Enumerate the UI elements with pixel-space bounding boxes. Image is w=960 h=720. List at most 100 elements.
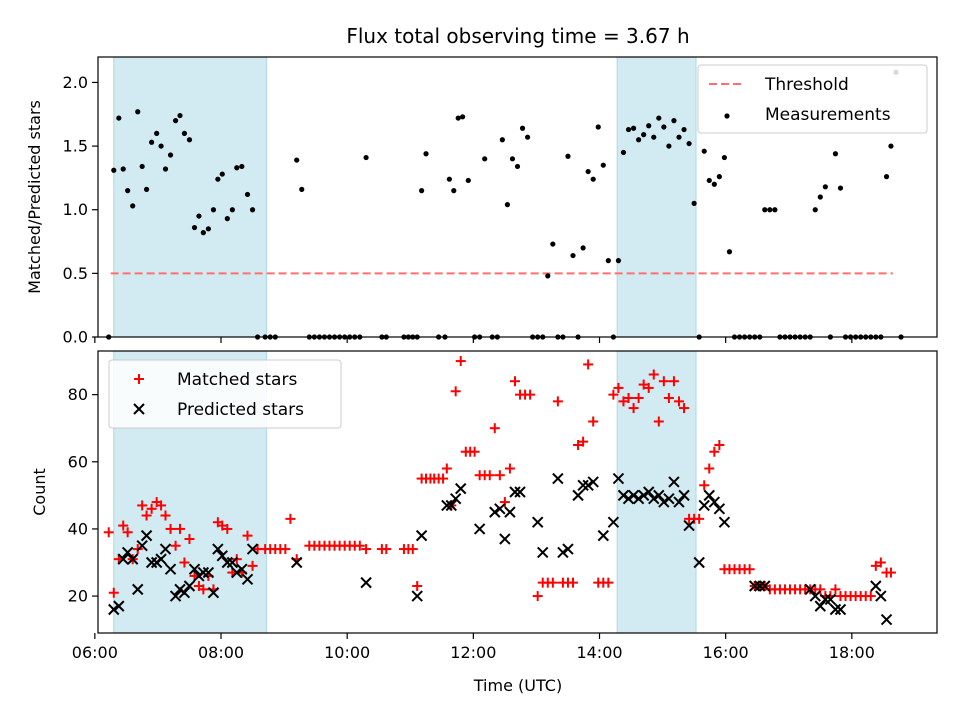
measurement-point xyxy=(172,118,179,124)
matched-star-point xyxy=(603,577,614,588)
matched-star-point xyxy=(714,440,725,450)
predicted-star-point xyxy=(155,553,167,565)
measurement-point xyxy=(721,154,728,161)
matched-star-point xyxy=(247,560,258,571)
bottom-x-tick-label: 12:00 xyxy=(450,643,496,662)
measurement-point xyxy=(600,162,606,168)
predicted-star-point xyxy=(169,590,182,602)
predicted-star-point xyxy=(678,489,690,502)
matched-star-point xyxy=(137,500,148,511)
measurement-point xyxy=(716,174,722,180)
predicted-star-point xyxy=(698,499,710,512)
measurement-point xyxy=(676,134,682,140)
legend-predicted-label: Predicted stars xyxy=(177,400,304,420)
matched-star-point xyxy=(870,560,881,571)
matched-star-point xyxy=(618,396,629,407)
predicted-star-point xyxy=(504,506,516,518)
matched-star-point xyxy=(504,463,515,474)
predicted-star-point xyxy=(819,593,832,606)
measurement-point xyxy=(186,137,193,143)
bottom-x-tick-label: 16:00 xyxy=(703,643,749,662)
predicted-star-point xyxy=(514,486,526,498)
measurement-point xyxy=(482,156,488,162)
matched-star-point xyxy=(875,557,886,568)
measurement-point xyxy=(120,166,126,172)
measurement-point xyxy=(646,123,652,129)
measurement-point xyxy=(620,149,627,156)
top-plot-frame xyxy=(97,56,938,338)
predicted-star-point xyxy=(693,556,705,569)
measurement-point xyxy=(116,115,122,121)
matched-star-point xyxy=(658,376,669,387)
measurement-point xyxy=(580,245,586,251)
measurement-point xyxy=(605,258,611,264)
predicted-star-point xyxy=(754,580,766,592)
matched-star-point xyxy=(122,527,133,538)
measurement-point xyxy=(149,139,155,145)
predicted-star-point xyxy=(748,580,761,592)
predicted-star-point xyxy=(658,496,670,508)
predicted-star-point xyxy=(880,613,893,626)
measurement-point xyxy=(630,125,637,131)
bottom-x-axis-label: Time (UTC) xyxy=(473,676,562,695)
predicted-star-point xyxy=(824,593,837,606)
predicted-star-point xyxy=(875,590,887,602)
matched-star-point xyxy=(198,584,209,595)
matched-star-point xyxy=(494,470,505,481)
measurement-point xyxy=(666,143,672,149)
predicted-star-point xyxy=(291,556,303,569)
matched-star-point xyxy=(547,577,558,588)
predicted-star-point xyxy=(246,543,259,555)
matched-star-point xyxy=(885,567,896,578)
measurement-point xyxy=(244,191,251,198)
predicted-star-point xyxy=(627,489,640,502)
matched-star-point xyxy=(108,587,119,598)
measurement-point xyxy=(883,174,890,180)
measurement-point xyxy=(219,171,225,177)
matched-star-point xyxy=(638,379,649,390)
measurement-point xyxy=(772,207,778,213)
predicted-star-point xyxy=(108,603,120,616)
measurement-point xyxy=(451,188,457,194)
top-y-tick-label: 1.5 xyxy=(63,137,88,156)
predicted-star-point xyxy=(221,556,234,569)
matched-star-point xyxy=(489,423,500,434)
predicted-star-point xyxy=(587,476,599,488)
measurement-point xyxy=(550,241,556,247)
measurement-point xyxy=(181,130,188,136)
matched-star-point xyxy=(709,446,720,457)
measurement-point xyxy=(210,207,217,213)
matched-star-point xyxy=(407,544,418,555)
predicted-star-point xyxy=(183,580,196,592)
predicted-star-point xyxy=(360,576,372,589)
measurement-point xyxy=(509,156,516,162)
predicted-star-point xyxy=(703,489,715,502)
matched-star-point xyxy=(815,584,826,595)
bottom-x-axis: 06:00 08:00 10:00 12:00 14:00 16:00 18:00 xyxy=(72,633,875,662)
measurement-point xyxy=(135,109,141,115)
bottom-panel: 20 40 60 80 06:00 08:00 10:00 12:00 14:00 16:00 1… xyxy=(30,350,938,695)
matched-star-point xyxy=(653,416,664,427)
measurement-point xyxy=(812,207,818,213)
matched-star-point xyxy=(450,386,461,397)
legend-measurements-label: Measurements xyxy=(765,105,891,125)
top-y-tick-label: 0.0 xyxy=(63,328,88,347)
predicted-star-point xyxy=(643,486,655,498)
top-legend-box xyxy=(697,64,928,134)
matched-star-point xyxy=(165,523,176,534)
predicted-star-point xyxy=(449,493,462,505)
predicted-star-point xyxy=(562,543,574,555)
measurement-point xyxy=(158,143,164,149)
matched-star-point xyxy=(469,446,480,457)
predicted-star-point xyxy=(617,489,630,502)
matched-star-point xyxy=(184,534,195,544)
matched-star-point xyxy=(643,382,654,393)
bottom-plot-frame xyxy=(97,350,938,634)
matched-star-point xyxy=(668,376,679,387)
matched-star-point xyxy=(217,520,228,531)
matched-star-point xyxy=(441,463,452,474)
predicted-star-point xyxy=(113,600,125,612)
matched-star-point xyxy=(552,396,563,407)
measurement-point xyxy=(504,202,511,208)
